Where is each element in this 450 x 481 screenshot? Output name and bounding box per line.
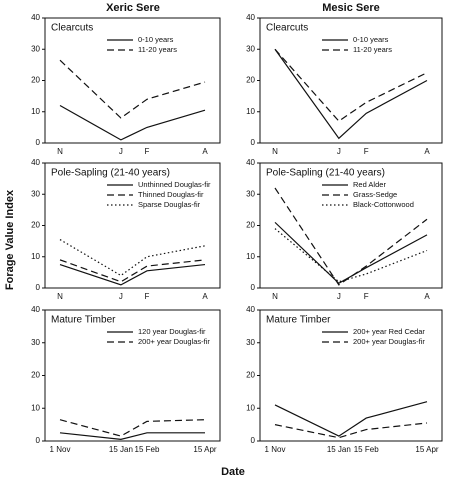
series-line — [59, 104, 206, 141]
y-tick-label: 20 — [31, 371, 40, 380]
legend-label: 0-10 years — [353, 35, 389, 44]
x-tick-label: A — [202, 147, 208, 156]
plot-frame — [259, 162, 443, 289]
series-line — [59, 432, 205, 440]
x-tick-label: F — [145, 292, 150, 301]
y-tick-label: 40 — [246, 13, 255, 22]
y-tick-label: 10 — [31, 107, 40, 116]
x-tick-label: J — [337, 292, 341, 301]
y-tick-label: 10 — [246, 252, 255, 261]
legend-label: Thinned Douglas-fir — [138, 190, 204, 199]
y-tick-label: 30 — [31, 189, 40, 198]
y-tick-label: 10 — [246, 107, 255, 116]
legend-label: 0-10 years — [138, 35, 174, 44]
x-tick-label: F — [145, 147, 150, 156]
y-tick-label: 0 — [36, 283, 41, 292]
column-title: Xeric Sere — [106, 2, 160, 14]
y-tick-label: 20 — [246, 371, 255, 380]
series-line — [59, 259, 206, 283]
column-title: Mesic Sere — [322, 2, 379, 14]
y-tick-label: 0 — [251, 436, 256, 445]
y-tick-label: 30 — [246, 189, 255, 198]
y-tick-label: 20 — [31, 221, 40, 230]
y-axis-label: Forage Value Index — [4, 189, 16, 290]
panel-title: Mature Timber — [51, 315, 116, 326]
legend-label: 200+ year Douglas-fir — [353, 337, 425, 346]
y-tick-label: 40 — [246, 158, 255, 167]
x-tick-label: N — [57, 147, 63, 156]
series-line — [59, 419, 206, 437]
x-tick-label: J — [119, 292, 123, 301]
x-tick-label: J — [337, 147, 341, 156]
y-tick-label: 20 — [246, 76, 255, 85]
x-axis-label: Date — [221, 466, 245, 478]
y-tick-label: 20 — [246, 221, 255, 230]
x-tick-label: N — [272, 292, 278, 301]
legend-label: 11-20 years — [353, 45, 392, 54]
series-line — [274, 221, 428, 285]
panel-title: Clearcuts — [51, 23, 93, 34]
legend-label: Unthinned Douglas-fir — [138, 180, 211, 189]
legend-label: Sparse Douglas-fir — [138, 200, 201, 209]
x-tick-label: 15 Feb — [354, 445, 379, 454]
y-tick-label: 10 — [246, 403, 255, 412]
y-tick-label: 0 — [251, 283, 256, 292]
x-tick-label: 15 Jan — [109, 445, 133, 454]
legend-label: 120 year Douglas-fir — [138, 327, 206, 336]
y-tick-label: 30 — [246, 338, 255, 347]
x-tick-label: 1 Nov — [265, 445, 286, 454]
y-tick-label: 30 — [31, 338, 40, 347]
x-tick-label: F — [364, 292, 369, 301]
series-line — [59, 263, 206, 286]
series-line — [274, 228, 428, 283]
y-tick-label: 10 — [31, 403, 40, 412]
x-tick-label: 15 Jan — [327, 445, 351, 454]
panel-title: Clearcuts — [266, 23, 308, 34]
legend-label: 200+ year Douglas-fir — [138, 337, 210, 346]
x-tick-label: 1 Nov — [50, 445, 71, 454]
series-line — [274, 187, 428, 286]
x-tick-label: 15 Apr — [193, 445, 216, 454]
y-tick-label: 40 — [246, 305, 255, 314]
plot-frame — [259, 17, 443, 144]
series-line — [59, 239, 206, 277]
legend-label: 200+ year Red Cedar — [353, 327, 425, 336]
y-tick-label: 0 — [36, 436, 41, 445]
series-line — [274, 48, 428, 140]
x-tick-label: 15 Apr — [415, 445, 438, 454]
legend-label: Black-Cottonwood — [353, 200, 414, 209]
panel-title: Pole-Sapling (21-40 years) — [51, 168, 170, 179]
y-tick-label: 0 — [251, 138, 256, 147]
legend-label: Grass-Sedge — [353, 190, 397, 199]
y-tick-label: 40 — [31, 13, 40, 22]
y-tick-label: 30 — [246, 44, 255, 53]
y-tick-label: 40 — [31, 305, 40, 314]
series-line — [274, 401, 428, 437]
y-tick-label: 0 — [36, 138, 41, 147]
x-tick-label: A — [202, 292, 208, 301]
panel-title: Pole-Sapling (21-40 years) — [266, 168, 385, 179]
y-tick-label: 10 — [31, 252, 40, 261]
x-tick-label: A — [424, 292, 430, 301]
legend-label: Red Alder — [353, 180, 386, 189]
y-tick-label: 40 — [31, 158, 40, 167]
series-line — [274, 48, 428, 122]
x-tick-label: F — [364, 147, 369, 156]
plot-frame — [44, 17, 221, 144]
x-tick-label: A — [424, 147, 430, 156]
y-tick-label: 20 — [31, 76, 40, 85]
series-line — [59, 59, 206, 119]
x-tick-label: N — [272, 147, 278, 156]
series-line — [274, 422, 428, 439]
x-tick-label: N — [57, 292, 63, 301]
x-tick-label: J — [119, 147, 123, 156]
x-tick-label: 15 Feb — [135, 445, 160, 454]
panel-title: Mature Timber — [266, 315, 331, 326]
y-tick-label: 30 — [31, 44, 40, 53]
legend-label: 11-20 years — [138, 45, 177, 54]
